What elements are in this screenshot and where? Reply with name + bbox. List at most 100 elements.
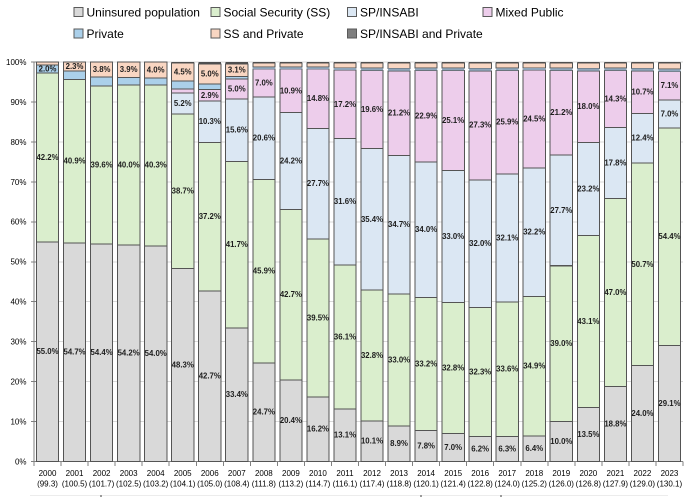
svg-text:(103.2): (103.2) bbox=[143, 480, 169, 489]
svg-text:32.2%: 32.2% bbox=[523, 228, 545, 237]
svg-text:(118.8): (118.8) bbox=[387, 480, 412, 489]
svg-text:33.0%: 33.0% bbox=[442, 232, 464, 241]
svg-text:SP/INSABI and Private: SP/INSABI and Private bbox=[360, 27, 483, 41]
svg-text:39.6%: 39.6% bbox=[91, 160, 113, 169]
svg-text:10.9%: 10.9% bbox=[280, 86, 302, 95]
svg-text:100%: 100% bbox=[6, 58, 26, 67]
svg-text:15.6%: 15.6% bbox=[226, 126, 248, 135]
svg-text:2019: 2019 bbox=[552, 469, 570, 478]
svg-text:6.3%: 6.3% bbox=[498, 444, 516, 453]
svg-text:14.8%: 14.8% bbox=[307, 94, 329, 103]
svg-text:16.2%: 16.2% bbox=[307, 425, 329, 434]
svg-text:(126.8): (126.8) bbox=[576, 480, 602, 489]
svg-text:34.7%: 34.7% bbox=[388, 220, 410, 229]
svg-text:2012: 2012 bbox=[363, 469, 381, 478]
svg-text:31.6%: 31.6% bbox=[334, 197, 356, 206]
svg-text:2004: 2004 bbox=[147, 469, 165, 478]
svg-text:2017: 2017 bbox=[498, 469, 516, 478]
svg-text:42.7%: 42.7% bbox=[199, 372, 221, 381]
svg-text:13.1%: 13.1% bbox=[334, 431, 356, 440]
svg-text:20%: 20% bbox=[10, 378, 26, 387]
svg-text:32.3%: 32.3% bbox=[469, 368, 491, 377]
svg-text:24.2%: 24.2% bbox=[280, 156, 302, 165]
svg-text:2018: 2018 bbox=[525, 469, 543, 478]
svg-text:70%: 70% bbox=[10, 178, 26, 187]
svg-text:(120.1): (120.1) bbox=[413, 480, 439, 489]
svg-text:5.2%: 5.2% bbox=[174, 99, 192, 108]
svg-text:24.7%: 24.7% bbox=[253, 408, 275, 417]
svg-text:2008: 2008 bbox=[255, 469, 273, 478]
svg-text:40.9%: 40.9% bbox=[64, 157, 86, 166]
svg-text:55.0%: 55.0% bbox=[36, 347, 58, 356]
svg-text:2003: 2003 bbox=[120, 469, 138, 478]
svg-text:35.4%: 35.4% bbox=[361, 215, 383, 224]
svg-text:32.0%: 32.0% bbox=[469, 239, 491, 248]
svg-text:34.0%: 34.0% bbox=[415, 225, 437, 234]
svg-text:40%: 40% bbox=[10, 298, 26, 307]
svg-text:42.2%: 42.2% bbox=[36, 153, 58, 162]
svg-text:32.8%: 32.8% bbox=[442, 363, 464, 372]
svg-text:54.2%: 54.2% bbox=[118, 349, 140, 358]
svg-text:10.3%: 10.3% bbox=[199, 117, 221, 126]
svg-text:2011: 2011 bbox=[336, 469, 354, 478]
svg-text:80%: 80% bbox=[10, 138, 26, 147]
svg-text:24.5%: 24.5% bbox=[523, 114, 545, 123]
svg-text:14.3%: 14.3% bbox=[604, 94, 626, 103]
svg-text:2014: 2014 bbox=[417, 469, 435, 478]
svg-text:2010: 2010 bbox=[309, 469, 327, 478]
svg-text:2022: 2022 bbox=[634, 469, 652, 478]
svg-text:(99.3): (99.3) bbox=[37, 480, 58, 489]
svg-text:20.6%: 20.6% bbox=[253, 134, 275, 143]
svg-text:(114.7): (114.7) bbox=[306, 480, 331, 489]
svg-text:54.4%: 54.4% bbox=[91, 348, 113, 357]
svg-text:47.0%: 47.0% bbox=[604, 288, 626, 297]
svg-text:4.0%: 4.0% bbox=[147, 65, 165, 74]
svg-text:13.5%: 13.5% bbox=[577, 430, 599, 439]
svg-text:(104.1): (104.1) bbox=[170, 480, 196, 489]
svg-text:21.2%: 21.2% bbox=[388, 109, 410, 118]
svg-text:7.0%: 7.0% bbox=[444, 443, 462, 452]
svg-text:21.2%: 21.2% bbox=[550, 108, 572, 117]
svg-text:54.7%: 54.7% bbox=[64, 348, 86, 357]
svg-text:45.9%: 45.9% bbox=[253, 267, 275, 276]
svg-text:2000: 2000 bbox=[39, 469, 57, 478]
svg-text:48.3%: 48.3% bbox=[172, 360, 194, 369]
svg-text:32.1%: 32.1% bbox=[496, 233, 518, 242]
svg-text:5.0%: 5.0% bbox=[228, 85, 246, 94]
svg-text:(125.2): (125.2) bbox=[522, 480, 548, 489]
svg-text:22.9%: 22.9% bbox=[415, 112, 437, 121]
svg-text:2020: 2020 bbox=[579, 469, 597, 478]
svg-text:25.1%: 25.1% bbox=[442, 116, 464, 125]
svg-text:50.7%: 50.7% bbox=[631, 260, 653, 269]
svg-text:18.0%: 18.0% bbox=[577, 102, 599, 111]
svg-text:(122.8): (122.8) bbox=[468, 480, 494, 489]
svg-text:40.0%: 40.0% bbox=[118, 160, 140, 169]
svg-text:(127.9): (127.9) bbox=[603, 480, 629, 489]
svg-text:2001: 2001 bbox=[66, 469, 84, 478]
svg-text:60%: 60% bbox=[10, 218, 26, 227]
svg-text:2013: 2013 bbox=[390, 469, 408, 478]
svg-text:(129.0): (129.0) bbox=[630, 480, 656, 489]
svg-text:23.2%: 23.2% bbox=[577, 184, 599, 193]
svg-text:7.8%: 7.8% bbox=[417, 441, 435, 450]
svg-text:2.0%: 2.0% bbox=[39, 65, 57, 74]
svg-text:(116.1): (116.1) bbox=[333, 480, 358, 489]
svg-text:Mixed Public: Mixed Public bbox=[496, 6, 564, 20]
svg-text:40.3%: 40.3% bbox=[145, 161, 167, 170]
svg-text:27.7%: 27.7% bbox=[307, 179, 329, 188]
svg-text:Private: Private bbox=[87, 27, 125, 41]
svg-text:33.4%: 33.4% bbox=[226, 390, 248, 399]
svg-text:SS and Private: SS and Private bbox=[224, 27, 304, 41]
svg-text:54.4%: 54.4% bbox=[658, 232, 680, 241]
svg-text:4.5%: 4.5% bbox=[174, 68, 192, 77]
svg-text:17.2%: 17.2% bbox=[334, 100, 356, 109]
svg-text:18.8%: 18.8% bbox=[604, 419, 626, 428]
svg-text:2006: 2006 bbox=[201, 469, 219, 478]
svg-text:19.6%: 19.6% bbox=[361, 105, 383, 114]
svg-text:2002: 2002 bbox=[93, 469, 111, 478]
svg-text:10.7%: 10.7% bbox=[631, 88, 653, 97]
svg-text:3.1%: 3.1% bbox=[228, 66, 246, 75]
svg-text:2007: 2007 bbox=[228, 469, 246, 478]
svg-text:27.7%: 27.7% bbox=[550, 206, 572, 215]
svg-text:41.7%: 41.7% bbox=[226, 240, 248, 249]
